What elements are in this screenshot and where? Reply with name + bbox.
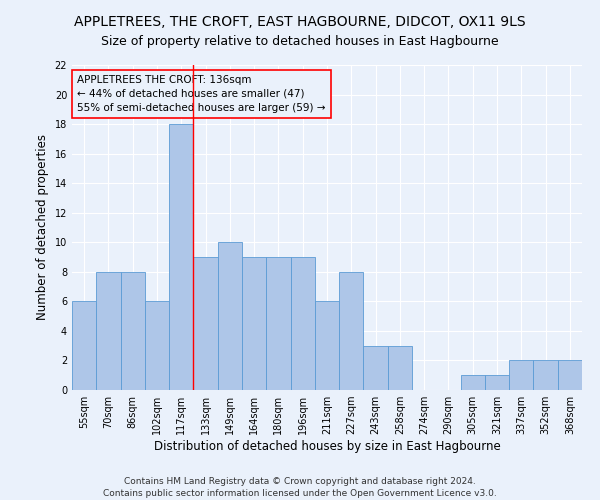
Y-axis label: Number of detached properties: Number of detached properties	[36, 134, 49, 320]
Bar	[558, 360, 582, 390]
Bar	[96, 272, 121, 390]
Bar	[364, 346, 388, 390]
Bar	[461, 375, 485, 390]
Bar	[72, 302, 96, 390]
Bar	[315, 302, 339, 390]
Bar	[509, 360, 533, 390]
Bar	[121, 272, 145, 390]
Bar	[339, 272, 364, 390]
Bar	[193, 257, 218, 390]
Text: APPLETREES, THE CROFT, EAST HAGBOURNE, DIDCOT, OX11 9LS: APPLETREES, THE CROFT, EAST HAGBOURNE, D…	[74, 15, 526, 29]
Bar	[218, 242, 242, 390]
Text: Contains HM Land Registry data © Crown copyright and database right 2024.
Contai: Contains HM Land Registry data © Crown c…	[103, 476, 497, 498]
Bar	[533, 360, 558, 390]
Bar	[266, 257, 290, 390]
Bar	[485, 375, 509, 390]
Bar	[290, 257, 315, 390]
Bar	[388, 346, 412, 390]
Bar	[145, 302, 169, 390]
Bar	[242, 257, 266, 390]
X-axis label: Distribution of detached houses by size in East Hagbourne: Distribution of detached houses by size …	[154, 440, 500, 453]
Text: APPLETREES THE CROFT: 136sqm
← 44% of detached houses are smaller (47)
55% of se: APPLETREES THE CROFT: 136sqm ← 44% of de…	[77, 74, 326, 113]
Bar	[169, 124, 193, 390]
Text: Size of property relative to detached houses in East Hagbourne: Size of property relative to detached ho…	[101, 35, 499, 48]
